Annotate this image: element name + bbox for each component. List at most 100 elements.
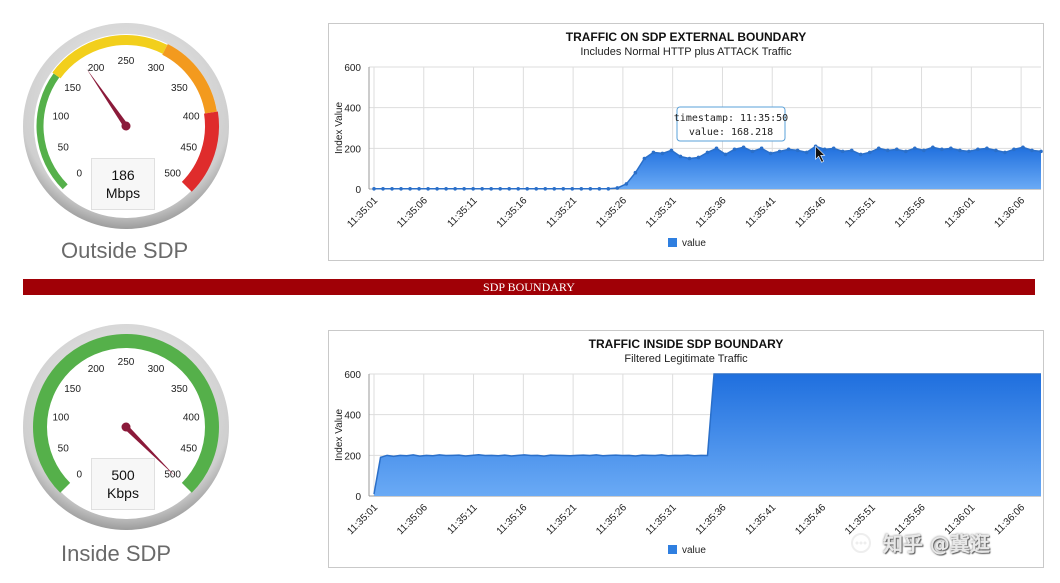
inside-gauge-readout: 500 Kbps bbox=[91, 458, 155, 510]
external-traffic-chart: TRAFFIC ON SDP EXTERNAL BOUNDARY Includes… bbox=[328, 23, 1044, 261]
gauge-band-0 bbox=[36, 73, 68, 190]
data-point bbox=[516, 186, 521, 191]
gauge-needle-hub bbox=[121, 422, 131, 432]
data-point bbox=[768, 151, 773, 156]
outside-gauge-title: Outside SDP bbox=[61, 238, 189, 263]
chart-title: TRAFFIC ON SDP EXTERNAL BOUNDARY bbox=[566, 30, 806, 44]
tooltip-timestamp: timestamp: 11:35:50 bbox=[674, 113, 788, 124]
data-point bbox=[543, 186, 548, 191]
data-point bbox=[903, 149, 908, 154]
data-point bbox=[417, 186, 421, 191]
data-point bbox=[976, 147, 980, 152]
y-tick-label: 600 bbox=[344, 63, 361, 74]
data-point bbox=[534, 186, 539, 191]
data-point bbox=[804, 150, 809, 155]
data-point bbox=[669, 148, 674, 153]
gauge-band-0 bbox=[33, 334, 219, 493]
data-point bbox=[696, 155, 701, 160]
x-tick-label: 11:35:21 bbox=[544, 502, 579, 537]
data-point bbox=[867, 150, 872, 155]
data-point bbox=[606, 186, 611, 191]
data-point bbox=[588, 186, 593, 191]
legend-label: value bbox=[682, 545, 706, 556]
data-point bbox=[642, 156, 647, 161]
y-tick-label: 0 bbox=[355, 185, 361, 196]
watermark: 知乎 @冀逛 bbox=[850, 528, 990, 559]
gauge-tick-label: 250 bbox=[118, 357, 135, 368]
x-tick-label: 11:35:11 bbox=[445, 502, 480, 537]
data-point bbox=[931, 145, 935, 150]
data-point bbox=[615, 186, 620, 190]
data-point bbox=[994, 148, 998, 153]
data-point bbox=[489, 186, 493, 191]
x-tick-label: 11:35:26 bbox=[594, 502, 629, 537]
gauge-tick-label: 500 bbox=[164, 169, 181, 180]
y-tick-label: 400 bbox=[344, 104, 361, 115]
data-point bbox=[858, 152, 863, 157]
data-point bbox=[570, 186, 575, 191]
chart-subtitle: Filtered Legitimate Traffic bbox=[624, 353, 748, 365]
data-point bbox=[777, 149, 782, 154]
gauge-tick-label: 200 bbox=[88, 364, 105, 375]
gauge-tick-label: 300 bbox=[148, 63, 165, 74]
sdp-boundary-bar: SDP BOUNDARY bbox=[23, 279, 1035, 295]
data-point bbox=[579, 186, 584, 191]
gauge-tick-label: 100 bbox=[52, 413, 69, 424]
data-point bbox=[750, 149, 755, 154]
gauge-tick-label: 350 bbox=[171, 83, 188, 94]
tooltip-value: value: 168.218 bbox=[689, 127, 773, 138]
inside-gauge-value: 500 bbox=[111, 467, 135, 483]
data-point bbox=[651, 150, 656, 155]
data-point bbox=[831, 146, 836, 151]
inside-gauge-dial: 0 50 100 150 200 250 300 350 400 450 500 bbox=[23, 324, 229, 530]
data-point bbox=[876, 146, 881, 151]
x-tick-label: 11:35:51 bbox=[843, 195, 878, 230]
data-point bbox=[507, 186, 512, 191]
data-point bbox=[822, 147, 827, 152]
x-tick-label: 11:36:01 bbox=[943, 195, 978, 230]
data-point bbox=[624, 182, 629, 186]
data-point bbox=[633, 170, 638, 175]
data-point bbox=[480, 186, 484, 191]
y-tick-label: 400 bbox=[344, 411, 361, 422]
data-point bbox=[741, 145, 746, 150]
x-tick-label: 11:35:36 bbox=[694, 195, 729, 230]
gauge-tick-label: 50 bbox=[58, 443, 70, 454]
gauge-tick-label: 300 bbox=[148, 364, 165, 375]
inside-traffic-chart: TRAFFIC INSIDE SDP BOUNDARY Filtered Legi… bbox=[328, 330, 1044, 568]
x-tick-label: 11:35:01 bbox=[345, 195, 380, 230]
x-tick-label: 11:35:31 bbox=[644, 502, 679, 537]
data-point bbox=[561, 186, 566, 191]
inside-gauge-unit: Kbps bbox=[107, 485, 139, 501]
x-tick-label: 11:35:26 bbox=[594, 195, 629, 230]
x-tick-label: 11:35:41 bbox=[744, 502, 779, 537]
gauge-tick-label: 400 bbox=[183, 413, 200, 424]
gauge-tick-label: 450 bbox=[180, 142, 197, 153]
data-point bbox=[849, 148, 854, 153]
x-tick-label: 11:35:06 bbox=[395, 502, 430, 537]
series-area bbox=[374, 374, 1041, 496]
data-point bbox=[958, 148, 962, 153]
x-tick-label: 11:35:46 bbox=[793, 502, 828, 537]
data-point bbox=[795, 148, 800, 153]
x-tick-label: 11:35:06 bbox=[395, 195, 430, 230]
data-point bbox=[471, 186, 475, 191]
data-point bbox=[732, 147, 737, 152]
outside-gauge-unit: Mbps bbox=[105, 185, 141, 201]
data-point bbox=[1012, 147, 1016, 152]
gauge-tick-label: 450 bbox=[180, 443, 197, 454]
data-point bbox=[714, 146, 719, 151]
data-point bbox=[408, 186, 412, 191]
data-point bbox=[444, 186, 448, 191]
data-point bbox=[453, 186, 457, 191]
data-point bbox=[498, 186, 502, 191]
data-point bbox=[759, 146, 764, 151]
x-tick-label: 11:36:06 bbox=[992, 195, 1027, 230]
data-point bbox=[390, 186, 394, 191]
x-tick-label: 11:35:31 bbox=[644, 195, 679, 230]
legend-swatch bbox=[668, 238, 677, 247]
gauge-band-1 bbox=[52, 35, 168, 79]
external-traffic-plot: TRAFFIC ON SDP EXTERNAL BOUNDARY Includes… bbox=[334, 30, 1043, 249]
series-line bbox=[373, 373, 1041, 495]
gauge-tick-label: 400 bbox=[183, 112, 200, 123]
